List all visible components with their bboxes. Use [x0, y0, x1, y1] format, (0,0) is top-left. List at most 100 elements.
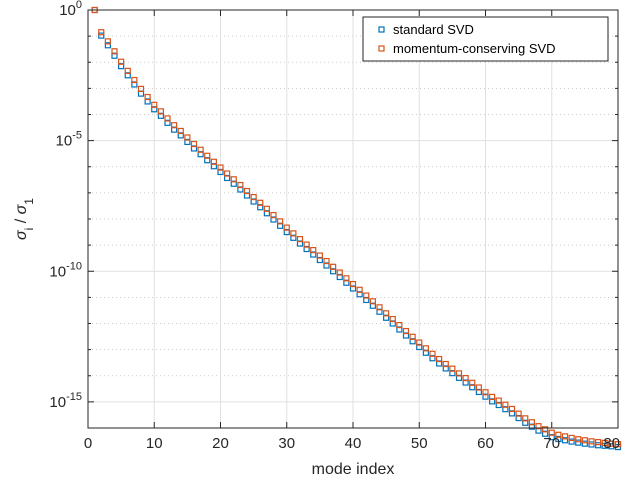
legend-box — [362, 16, 609, 62]
data-point-momentum-conserving-svd — [601, 439, 608, 446]
data-point-momentum-conserving-svd — [363, 292, 370, 299]
data-point-momentum-conserving-svd — [383, 310, 390, 317]
data-point-momentum-conserving-svd — [111, 48, 118, 55]
data-point-momentum-conserving-svd — [376, 304, 383, 311]
data-point-momentum-conserving-svd — [316, 252, 323, 259]
data-point-standard-svd — [588, 441, 595, 448]
data-point-momentum-conserving-svd — [104, 38, 111, 45]
data-point-momentum-conserving-svd — [164, 115, 171, 122]
data-point-momentum-conserving-svd — [131, 76, 138, 84]
data-point-momentum-conserving-svd — [290, 230, 297, 237]
data-point-momentum-conserving-svd — [356, 286, 363, 293]
data-point-momentum-conserving-svd — [522, 415, 529, 422]
data-point-momentum-conserving-svd — [568, 434, 575, 442]
data-point-momentum-conserving-svd — [489, 393, 496, 401]
data-point-momentum-conserving-svd — [436, 355, 443, 363]
data-point-standard-svd — [555, 435, 562, 443]
legend-label-momentum-conserving-svd: momentum-conserving SVD — [393, 41, 556, 56]
data-point-momentum-conserving-svd — [416, 339, 423, 346]
data-point-momentum-conserving-svd — [422, 345, 429, 352]
x-tick-label: 0 — [84, 435, 92, 452]
data-point-momentum-conserving-svd — [323, 257, 330, 265]
data-point-momentum-conserving-svd — [396, 321, 403, 329]
data-point-momentum-conserving-svd — [462, 375, 469, 382]
data-point-momentum-conserving-svd — [224, 170, 231, 177]
x-tick-label: 70 — [543, 435, 560, 452]
x-tick-label: 10 — [146, 435, 163, 452]
data-point-momentum-conserving-svd — [548, 429, 555, 436]
data-point-momentum-conserving-svd — [217, 164, 224, 171]
x-tick-label: 20 — [212, 435, 229, 452]
data-point-momentum-conserving-svd — [528, 419, 535, 426]
data-point-momentum-conserving-svd — [151, 101, 158, 108]
data-point-momentum-conserving-svd — [349, 280, 357, 288]
legend-label-standard-svd: standard SVD — [393, 22, 474, 37]
legend: standard SVD momentum-conserving SVD — [362, 16, 609, 62]
data-point-momentum-conserving-svd — [442, 360, 449, 368]
y-tick-label: 100 — [59, 0, 82, 19]
data-point-momentum-conserving-svd — [157, 108, 164, 115]
data-point-standard-svd — [104, 42, 111, 49]
data-point-momentum-conserving-svd — [482, 389, 489, 396]
data-point-standard-svd — [575, 439, 582, 446]
legend-marker-momentum-conserving-svd — [378, 45, 385, 52]
x-axis-label: mode index — [312, 461, 395, 478]
x-tick-label: 50 — [411, 435, 428, 452]
data-point-momentum-conserving-svd — [389, 315, 396, 323]
data-point-momentum-conserving-svd — [542, 426, 549, 433]
data-point-momentum-conserving-svd — [330, 263, 337, 270]
y-tick-label: 10-5 — [56, 130, 82, 150]
data-point-momentum-conserving-svd — [230, 176, 237, 183]
data-point-momentum-conserving-svd — [369, 298, 376, 305]
data-point-momentum-conserving-svd — [250, 193, 257, 201]
x-tick-label: 60 — [477, 435, 494, 452]
data-point-momentum-conserving-svd — [508, 405, 516, 413]
data-point-momentum-conserving-svd — [237, 181, 244, 189]
data-point-momentum-conserving-svd — [118, 58, 125, 65]
data-point-momentum-conserving-svd — [190, 140, 198, 148]
data-point-momentum-conserving-svd — [475, 384, 482, 391]
data-point-momentum-conserving-svd — [270, 211, 277, 219]
data-point-momentum-conserving-svd — [402, 327, 410, 335]
y-tick-label: 10-10 — [49, 260, 82, 280]
data-point-momentum-conserving-svd — [243, 187, 251, 195]
data-point-standard-svd — [581, 440, 588, 447]
data-point-momentum-conserving-svd — [310, 246, 317, 254]
data-point-momentum-conserving-svd — [469, 379, 476, 386]
y-axis-label: σi / σ1 — [13, 198, 36, 240]
data-point-momentum-conserving-svd — [595, 439, 602, 446]
data-point-momentum-conserving-svd — [263, 205, 270, 212]
data-point-momentum-conserving-svd — [197, 146, 204, 153]
data-point-standard-svd — [561, 437, 569, 444]
data-point-momentum-conserving-svd — [184, 134, 191, 141]
data-point-momentum-conserving-svd — [535, 423, 542, 430]
data-point-momentum-conserving-svd — [257, 199, 264, 206]
data-point-momentum-conserving-svd — [124, 67, 131, 74]
data-point-momentum-conserving-svd — [137, 85, 145, 92]
data-point-momentum-conserving-svd — [283, 224, 290, 231]
data-point-momentum-conserving-svd — [614, 441, 622, 448]
data-point-momentum-conserving-svd — [336, 269, 343, 276]
data-point-momentum-conserving-svd — [429, 350, 436, 357]
y-tick-label: 10-15 — [49, 391, 82, 411]
data-point-momentum-conserving-svd — [98, 29, 105, 36]
data-point-momentum-conserving-svd — [455, 370, 463, 377]
data-point-momentum-conserving-svd — [210, 158, 217, 165]
data-point-momentum-conserving-svd — [581, 437, 588, 444]
data-point-standard-svd — [595, 442, 602, 449]
data-point-standard-svd — [98, 32, 105, 39]
data-point-momentum-conserving-svd — [277, 218, 284, 225]
data-point-momentum-conserving-svd — [588, 438, 595, 445]
x-tick-label: 40 — [345, 435, 362, 452]
data-point-momentum-conserving-svd — [296, 236, 304, 243]
data-point-standard-svd — [568, 438, 575, 445]
data-point-momentum-conserving-svd — [449, 365, 456, 372]
data-point-momentum-conserving-svd — [177, 127, 184, 135]
data-point-momentum-conserving-svd — [515, 410, 522, 417]
data-point-momentum-conserving-svd — [608, 440, 615, 447]
x-tick-label: 80 — [603, 435, 620, 452]
data-point-momentum-conserving-svd — [561, 433, 569, 440]
data-point-momentum-conserving-svd — [343, 275, 350, 282]
x-tick-label: 30 — [278, 435, 295, 452]
